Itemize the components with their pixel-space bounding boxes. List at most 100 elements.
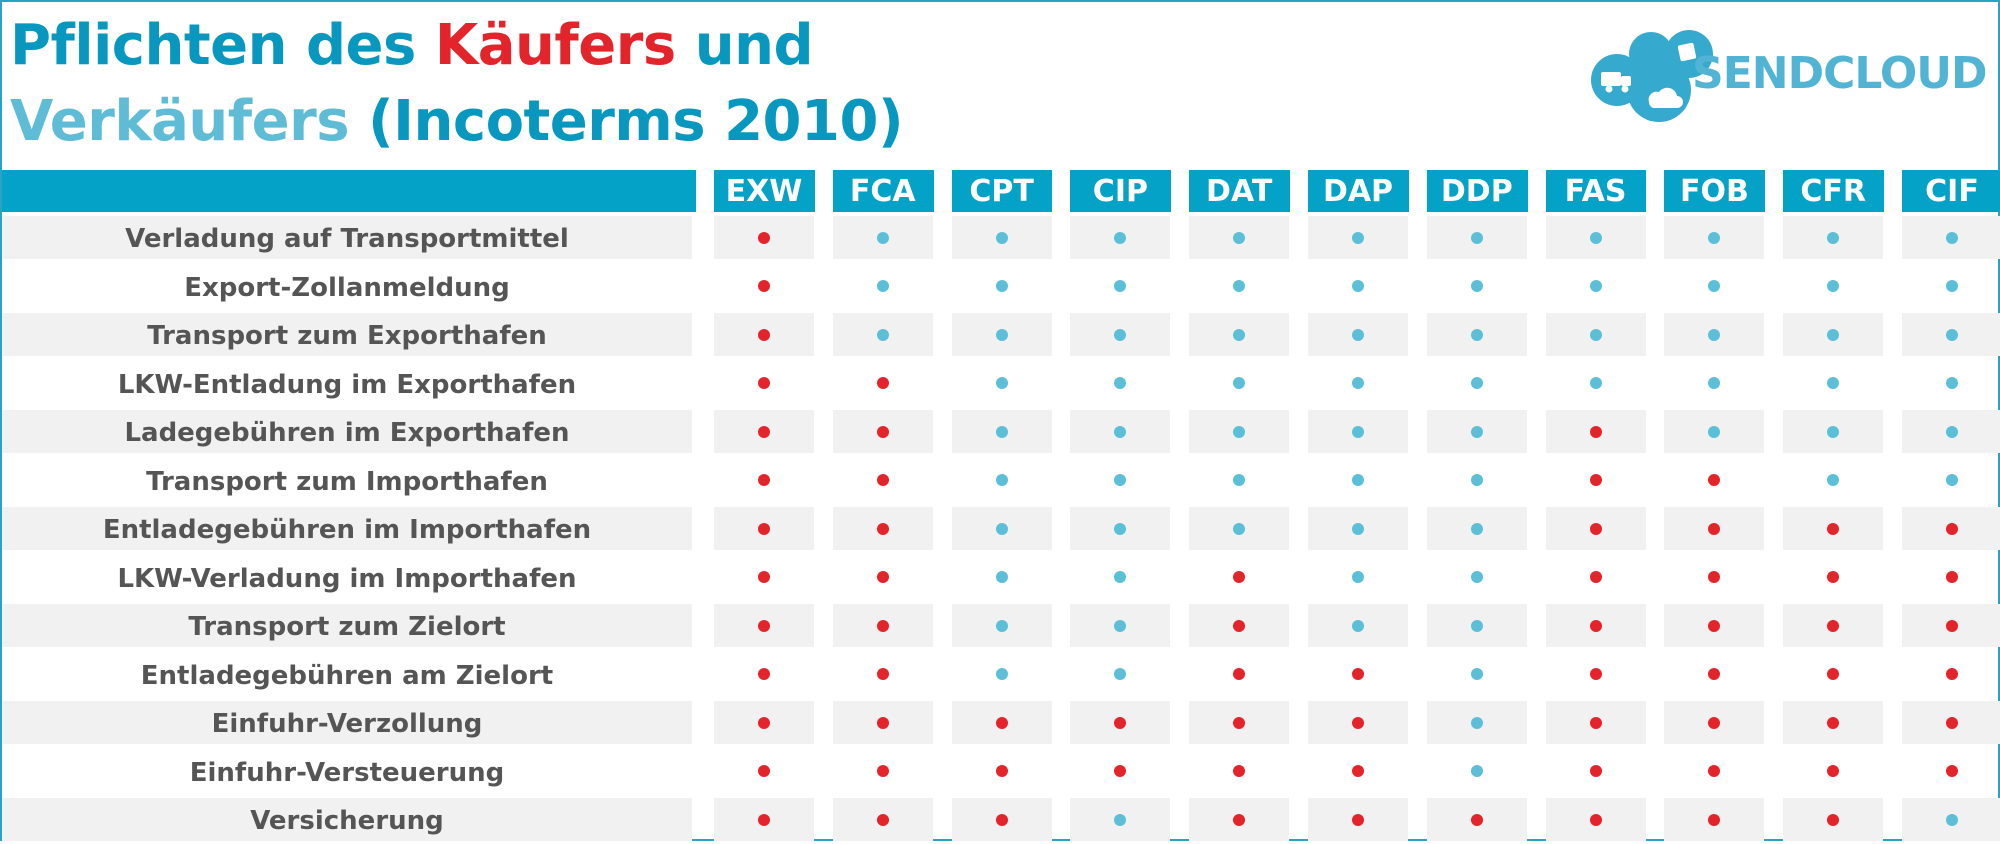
table-cell: [1426, 313, 1527, 356]
table-cell: [1545, 701, 1646, 744]
red-dot-icon: [1233, 813, 1246, 826]
red-dot-icon: [1708, 813, 1721, 826]
table-cell: [1545, 798, 1646, 841]
red-dot-icon: [876, 619, 889, 632]
table-cell: [714, 701, 814, 744]
red-dot-icon: [1827, 813, 1840, 826]
table-row: Ladegebühren im Exporthafen: [2, 410, 2000, 453]
column-header-dap: DAP: [1308, 170, 1408, 212]
table-cell: [1070, 750, 1170, 793]
table-cell: [1902, 265, 2000, 308]
table-cell: [1070, 410, 1171, 453]
red-dot-icon: [1708, 765, 1721, 777]
blue-dot-icon: [995, 522, 1008, 535]
blue-dot-icon: [995, 328, 1008, 341]
table-cell: [714, 653, 814, 696]
table-cell: [1783, 798, 1884, 841]
red-dot-icon: [876, 522, 889, 535]
red-dot-icon: [1589, 813, 1602, 826]
table-row: Entladegebühren im Importhafen: [2, 507, 2000, 550]
table-cell: [1783, 265, 1883, 308]
column-separator: [1408, 170, 1427, 212]
table-cell: [952, 653, 1052, 696]
blue-dot-icon: [1589, 231, 1602, 244]
table-cell: [1308, 265, 1408, 308]
blue-dot-icon: [1946, 280, 1958, 292]
table-cell: [1664, 604, 1765, 647]
red-dot-icon: [1233, 716, 1246, 729]
blue-dot-icon: [1589, 280, 1602, 292]
table-cell: [952, 556, 1052, 599]
table-cell: [1426, 410, 1527, 453]
red-dot-icon: [1946, 765, 1958, 777]
table-cell: [1664, 216, 1765, 259]
red-dot-icon: [876, 668, 889, 680]
blue-dot-icon: [1114, 668, 1127, 680]
table-cell: [1664, 410, 1765, 453]
table-cell: [833, 556, 933, 599]
blue-dot-icon: [1114, 231, 1127, 244]
table-cell: [1545, 410, 1646, 453]
table-cell: [1070, 265, 1170, 308]
row-label: Entladegebühren am Zielort: [140, 660, 554, 691]
red-dot-icon: [1827, 619, 1840, 632]
table-cell: [1664, 362, 1764, 405]
column-header-fca: FCA: [832, 170, 933, 212]
column-header-cfr: CFR: [1783, 170, 1884, 212]
table-cell: [1426, 507, 1527, 550]
blue-dot-icon: [995, 571, 1008, 583]
red-dot-icon: [1946, 716, 1958, 729]
red-dot-icon: [1233, 765, 1246, 777]
column-header-exw: EXW: [714, 170, 814, 212]
table-row: Verladung auf Transportmittel: [2, 216, 2000, 259]
blue-dot-icon: [1233, 328, 1246, 341]
table-cell: [1070, 701, 1171, 744]
blue-dot-icon: [1470, 231, 1483, 244]
red-dot-icon: [876, 813, 889, 826]
table-cell: [714, 313, 814, 356]
table-cell: [1783, 313, 1884, 356]
blue-dot-icon: [1470, 765, 1483, 777]
red-dot-icon: [758, 716, 770, 729]
table-row: LKW-Verladung im Importhafen: [2, 556, 1998, 599]
red-dot-icon: [1708, 522, 1721, 535]
red-dot-icon: [1946, 571, 1958, 583]
table-cell: [832, 701, 933, 744]
red-dot-icon: [1708, 668, 1721, 680]
column-header-cip: CIP: [1070, 170, 1171, 212]
red-dot-icon: [1946, 522, 1958, 535]
blue-dot-icon: [995, 619, 1008, 632]
blue-dot-icon: [1827, 231, 1840, 244]
red-dot-icon: [758, 571, 770, 583]
table-cell: [1902, 653, 2000, 696]
title-highlight-buyer: Käufers: [434, 13, 676, 78]
table-cell: [1427, 459, 1527, 502]
red-dot-icon: [1233, 619, 1246, 632]
table-cell: [952, 750, 1052, 793]
blue-dot-icon: [876, 328, 889, 341]
table-cell: [1546, 459, 1646, 502]
page-title: Pflichten des Käufers und Verkäufers (In…: [10, 8, 904, 160]
table-row: Export-Zollanmeldung: [2, 265, 1998, 308]
blue-dot-icon: [1114, 522, 1127, 535]
table-cell: [1902, 362, 2000, 405]
red-dot-icon: [995, 813, 1008, 826]
blue-dot-icon: [1946, 425, 1958, 438]
red-dot-icon: [1946, 668, 1958, 680]
table-cell: [1664, 459, 1764, 502]
table-cell: [1070, 216, 1171, 259]
red-dot-icon: [1589, 716, 1602, 729]
red-dot-icon: [876, 425, 889, 438]
blue-dot-icon: [1114, 280, 1127, 292]
table-cell: [832, 507, 933, 550]
table-cell: [1189, 653, 1289, 696]
red-dot-icon: [1233, 668, 1246, 680]
table-cell: [1664, 265, 1764, 308]
table-cell: [1902, 750, 2000, 793]
row-label: Verladung auf Transportmittel: [2, 216, 692, 259]
column-separator: [1171, 170, 1190, 212]
row-label: Einfuhr-Verzollung: [2, 701, 692, 744]
red-dot-icon: [876, 571, 889, 583]
table-cell: [1546, 750, 1646, 793]
blue-dot-icon: [1233, 425, 1246, 438]
